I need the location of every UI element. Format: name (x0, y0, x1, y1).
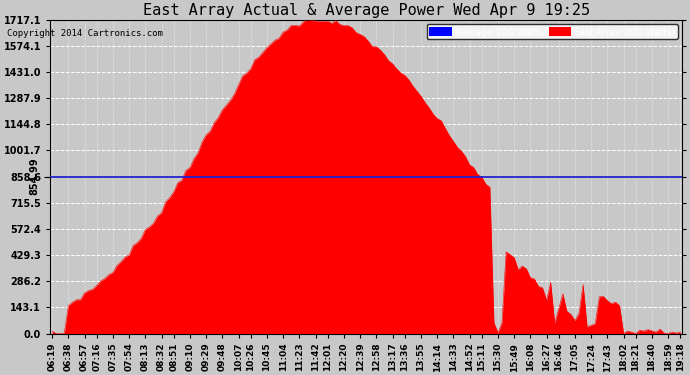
Title: East Array Actual & Average Power Wed Apr 9 19:25: East Array Actual & Average Power Wed Ap… (143, 3, 590, 18)
Text: Copyright 2014 Cartronics.com: Copyright 2014 Cartronics.com (7, 28, 163, 38)
Legend: Average  (DC Watts), East Array  (DC Watts): Average (DC Watts), East Array (DC Watts… (426, 24, 678, 39)
